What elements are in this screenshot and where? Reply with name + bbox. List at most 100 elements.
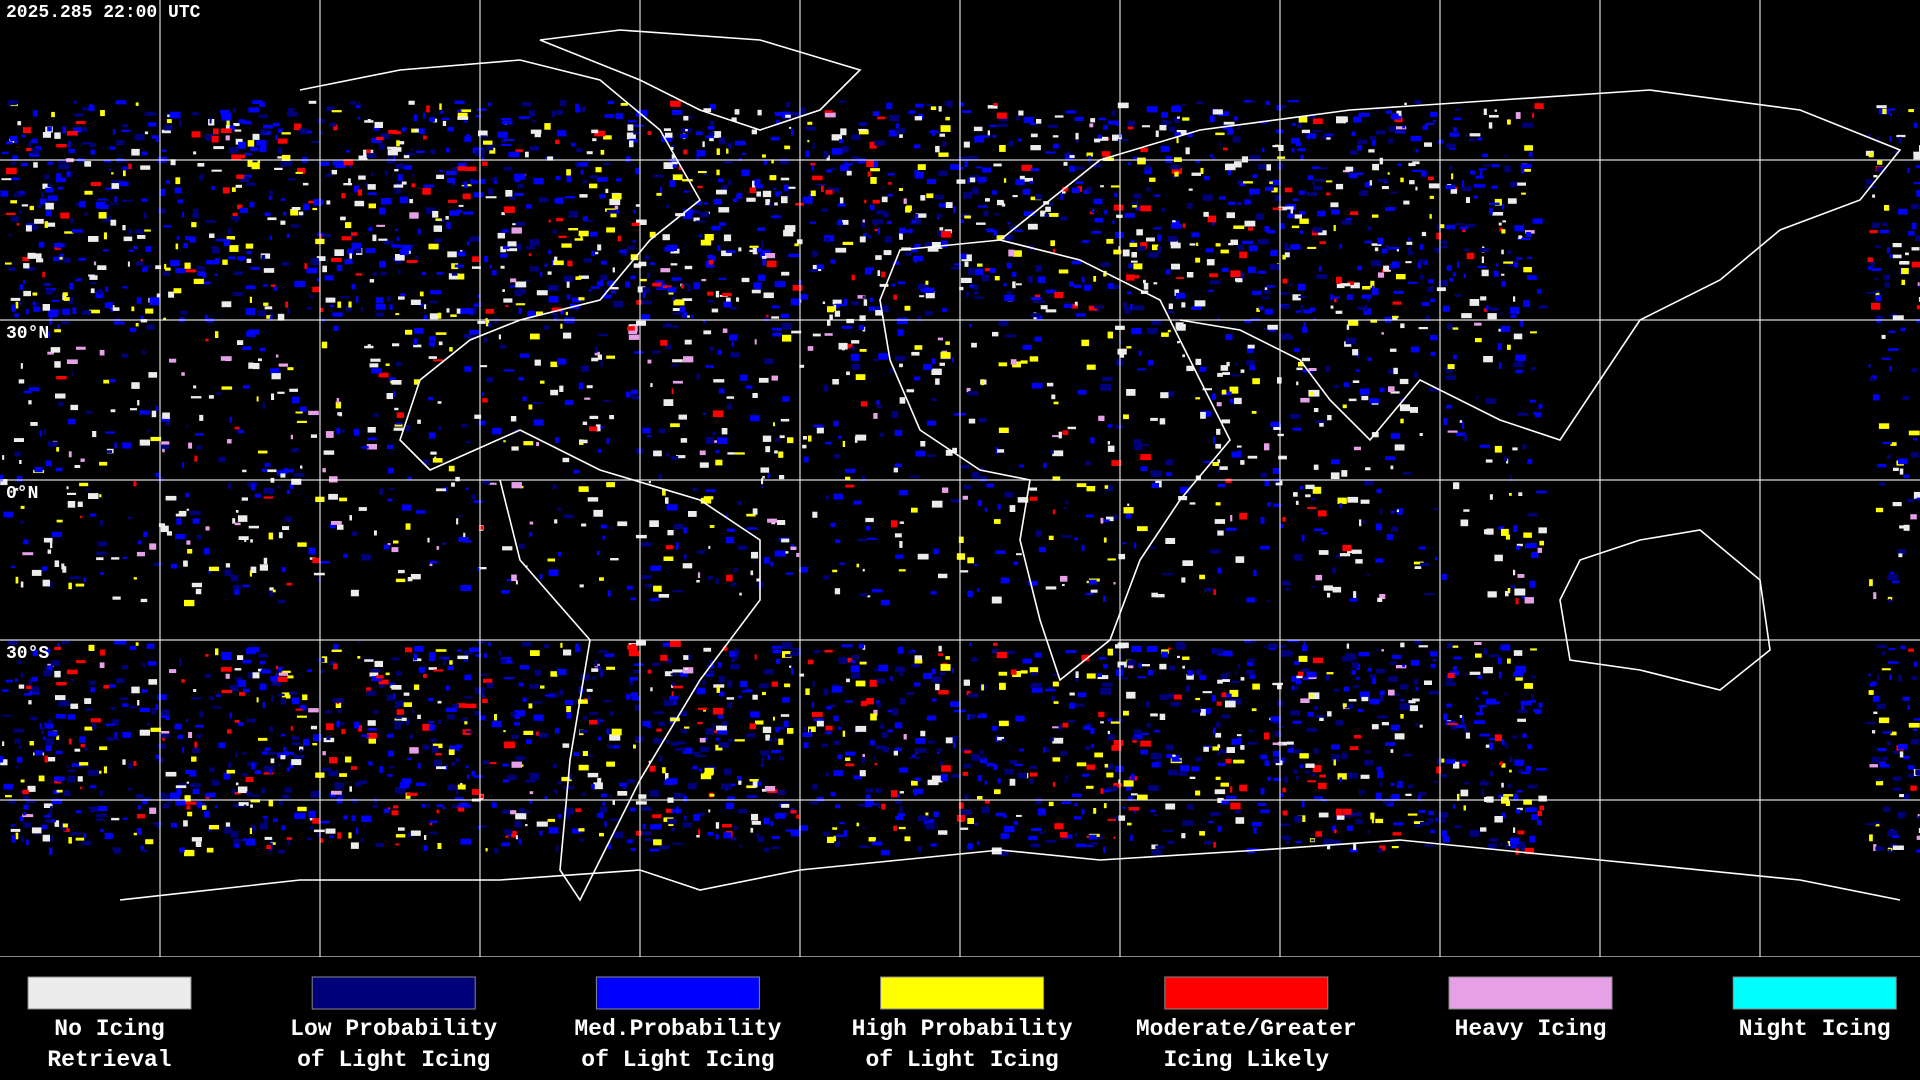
icing-pixel [1004,825,1015,833]
icing-pixel [1348,699,1357,702]
icing-pixel [569,240,572,246]
icing-pixel [1053,401,1059,405]
icing-pixel [568,210,578,218]
icing-pixel [897,329,904,336]
icing-pixel [851,274,855,281]
icing-pixel [329,757,338,764]
icing-pixel [1886,247,1891,254]
icing-pixel [761,240,764,248]
icing-pixel [809,221,816,224]
icing-pixel [1893,750,1899,755]
icing-pixel [322,468,326,473]
icing-pixel [1138,663,1142,668]
icing-pixel [610,211,617,218]
icing-pixel [667,287,677,293]
icing-pixel [764,669,774,675]
icing-pixel [1320,532,1328,535]
icing-pixel [1188,188,1193,191]
icing-pixel [529,521,534,525]
icing-pixel [785,572,794,575]
icing-pixel [713,199,722,205]
icing-pixel [1438,811,1449,818]
icing-pixel [1000,833,1009,839]
icing-pixel [34,218,44,224]
icing-pixel [1539,805,1544,811]
icing-pixel [640,806,652,811]
icing-pixel [1501,249,1504,255]
icing-pixel [994,276,1000,281]
icing-pixel [51,798,63,804]
icing-pixel [737,775,742,780]
icing-pixel [435,218,442,221]
icing-pixel [950,498,962,503]
icing-pixel [250,539,253,543]
icing-pixel [165,267,171,271]
icing-pixel [1521,238,1531,241]
icing-pixel [1153,282,1158,285]
icing-pixel [384,170,388,176]
icing-pixel [635,204,641,207]
icing-pixel [633,209,636,214]
icing-pixel [262,816,268,819]
icing-pixel [863,299,868,306]
icing-pixel [442,542,446,545]
icing-pixel [1453,761,1460,769]
icing-pixel [1303,641,1306,648]
icing-pixel [289,691,298,695]
icing-pixel [54,329,61,333]
icing-pixel [1246,360,1255,366]
icing-pixel [170,822,177,828]
icing-pixel [1205,248,1214,253]
icing-pixel [1294,214,1302,219]
icing-pixel [734,109,740,115]
icing-pixel [857,295,866,299]
icing-pixel [142,267,145,273]
icing-pixel [582,216,588,222]
icing-pixel [785,829,794,832]
icing-pixel [1229,689,1239,697]
icing-pixel [1359,789,1362,797]
icing-pixel [1892,315,1904,320]
icing-pixel [653,737,662,744]
icing-pixel [1306,133,1317,139]
icing-pixel [469,647,480,653]
icing-pixel [358,507,367,511]
icing-pixel [894,355,906,361]
icing-pixel [1071,260,1082,265]
icing-pixel [56,159,68,163]
icing-pixel [1260,472,1268,478]
icing-pixel [1034,336,1042,342]
icing-pixel [1342,808,1352,815]
icing-pixel [1485,459,1493,463]
icing-pixel [85,708,93,711]
icing-pixel [1069,155,1075,158]
icing-pixel [594,663,600,668]
icing-pixel [1140,454,1151,461]
icing-pixel [1138,350,1142,356]
icing-pixel [393,184,404,188]
icing-pixel [606,355,615,359]
icing-pixel [601,294,612,299]
icing-pixel [1217,762,1226,767]
icing-pixel [229,712,232,719]
icing-pixel [823,384,829,392]
icing-pixel [278,363,288,367]
icing-pixel [756,781,762,786]
icing-pixel [137,400,140,406]
icing-pixel [810,162,816,166]
icing-pixel [671,297,676,301]
icing-pixel [1888,661,1899,664]
icing-pixel [1297,121,1302,129]
icing-pixel [486,376,494,383]
icing-pixel [826,155,830,161]
icing-pixel [50,806,53,813]
icing-pixel [987,130,990,136]
icing-pixel [1388,689,1395,696]
icing-pixel [1498,222,1502,226]
icing-pixel [598,650,608,653]
icing-pixel [139,707,151,713]
icing-pixel [178,783,187,788]
icing-pixel [409,747,419,754]
icing-pixel [931,698,937,702]
icing-pixel [874,763,878,766]
